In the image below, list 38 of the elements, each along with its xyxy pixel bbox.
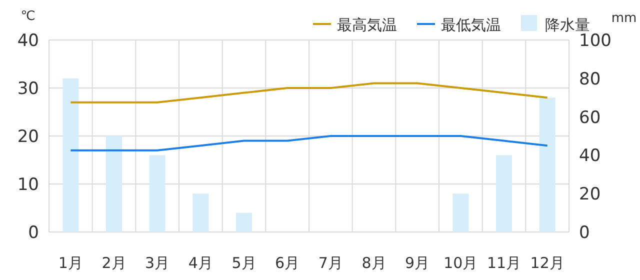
- line-series: [70, 82, 548, 104]
- legend-label: 最高気温: [337, 16, 397, 34]
- y-tick-label: 30: [17, 79, 39, 99]
- x-tick-label: 10月: [444, 254, 478, 272]
- legend-label: 最低気温: [441, 16, 501, 34]
- y2-tick-label: 40: [579, 146, 601, 166]
- bar: [192, 194, 209, 232]
- y-tick-label: 10: [17, 175, 39, 195]
- bar: [496, 155, 512, 232]
- bar: [149, 155, 166, 232]
- x-tick-label: 4月: [188, 254, 213, 272]
- x-tick-label: 7月: [318, 254, 343, 272]
- x-tick-label: 12月: [530, 254, 564, 272]
- x-tick-label: 9月: [405, 254, 430, 272]
- line-series: [70, 135, 548, 152]
- bar: [106, 136, 122, 232]
- x-tick-label: 8月: [362, 254, 386, 272]
- y-tick-label: 40: [17, 31, 39, 51]
- y2-tick-label: 60: [579, 108, 601, 128]
- bar: [236, 212, 252, 232]
- x-tick-label: 2月: [102, 254, 126, 272]
- y-tick-label: 20: [17, 127, 39, 147]
- x-tick-label: 6月: [275, 254, 300, 272]
- x-tick-label: 1月: [58, 254, 83, 272]
- bar: [452, 194, 469, 232]
- y-tick-label: 0: [28, 223, 39, 243]
- x-tick-label: 11月: [486, 254, 522, 272]
- y-axis-title: ℃: [20, 9, 36, 24]
- bar: [539, 98, 556, 232]
- y2-tick-label: 0: [579, 223, 590, 243]
- x-tick-label: 5月: [232, 254, 256, 272]
- x-tick-label: 3月: [145, 254, 170, 272]
- legend-label: 降水量: [545, 16, 590, 34]
- y2-tick-label: 100: [579, 31, 612, 51]
- y2-tick-label: 80: [579, 69, 601, 90]
- y2-tick-label: 20: [579, 184, 601, 205]
- y2-axis-title: mm: [611, 11, 637, 26]
- bar: [62, 78, 79, 232]
